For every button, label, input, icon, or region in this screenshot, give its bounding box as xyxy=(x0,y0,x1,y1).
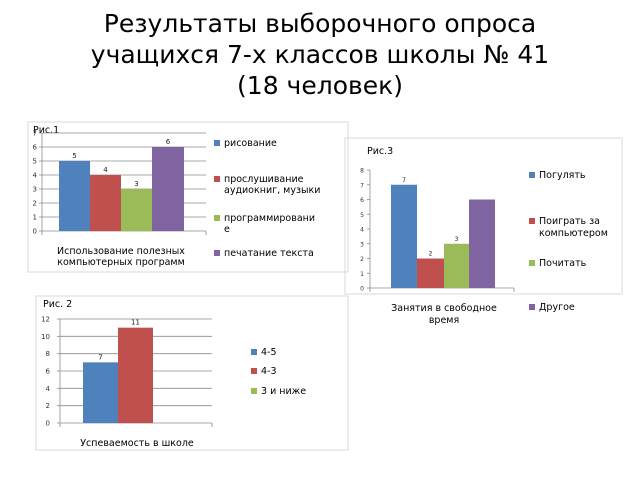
title-line-1: Результаты выборочного опроса xyxy=(103,9,537,38)
y-tick-label: 2 xyxy=(46,402,50,410)
x-axis-label: компьютерных программ xyxy=(57,257,185,268)
legend-swatch xyxy=(251,388,257,394)
chart-frame xyxy=(35,295,349,451)
legend-swatch xyxy=(529,304,535,310)
data-label: 2 xyxy=(429,251,433,258)
legend-swatch xyxy=(214,215,220,221)
y-tick-label: 8 xyxy=(46,350,50,358)
legend-label: рисование xyxy=(224,138,277,149)
legend-label: Поиграть за xyxy=(539,216,600,227)
chart-frame xyxy=(27,121,349,273)
y-tick-label: 0 xyxy=(46,420,50,428)
legend-swatch xyxy=(529,172,535,178)
y-tick-label: 2 xyxy=(360,256,364,263)
y-tick-label: 7 xyxy=(360,182,364,189)
y-tick-label: 0 xyxy=(360,286,364,293)
y-tick-label: 4 xyxy=(46,385,51,393)
x-axis-label: Успеваемость в школе xyxy=(80,438,194,449)
legend-label: е xyxy=(224,224,230,235)
bar xyxy=(417,258,444,288)
y-tick-label: 5 xyxy=(360,212,364,219)
data-label: 4 xyxy=(103,166,108,174)
data-label: 7 xyxy=(98,353,102,361)
title-line-3: (18 человек) xyxy=(237,71,403,100)
chart-frame xyxy=(344,137,623,295)
legend-swatch xyxy=(214,176,220,182)
legend-label: 3 и ниже xyxy=(261,386,306,397)
y-tick-label: 3 xyxy=(360,241,364,248)
legend-label: Погулять xyxy=(539,170,586,181)
legend-swatch xyxy=(251,368,257,374)
data-label: 6 xyxy=(166,138,171,146)
bar xyxy=(90,175,121,231)
y-tick-label: 1 xyxy=(33,214,37,222)
y-tick-label: 6 xyxy=(360,197,364,204)
legend-label: печатание текста xyxy=(224,248,314,259)
slide-title: Результаты выборочного опроса учащихся 7… xyxy=(0,8,640,101)
y-tick-label: 10 xyxy=(41,333,50,341)
legend-label: Почитать xyxy=(539,258,587,269)
legend-label: компьютером xyxy=(539,228,608,239)
y-tick-label: 6 xyxy=(46,368,51,376)
bar xyxy=(444,243,469,288)
y-tick-label: 3 xyxy=(33,186,37,194)
y-tick-label: 1 xyxy=(360,271,364,278)
bar xyxy=(118,327,153,423)
legend-label: программировани xyxy=(224,213,315,224)
y-tick-label: 2 xyxy=(33,200,37,208)
x-axis-label: Занятия в свободное xyxy=(391,303,497,314)
legend-label: аудиокниг, музыки xyxy=(224,185,320,196)
legend-swatch xyxy=(529,218,535,224)
title-line-2: учащихся 7-х классов школы № 41 xyxy=(90,40,550,69)
legend-label: 4-3 xyxy=(261,366,277,377)
data-label: 5 xyxy=(72,152,76,160)
x-axis-label: время xyxy=(429,315,459,326)
legend-swatch xyxy=(214,140,220,146)
figure-label: Рис.1 xyxy=(33,125,59,136)
x-axis-label: Использование полезных xyxy=(57,246,185,257)
bar xyxy=(152,147,184,231)
legend-swatch xyxy=(529,260,535,266)
figure-label: Рис. 2 xyxy=(43,299,72,310)
bar xyxy=(121,189,152,231)
y-tick-label: 7 xyxy=(33,130,37,138)
legend-swatch xyxy=(251,349,257,355)
data-label: 7 xyxy=(402,177,406,184)
data-label: 3 xyxy=(134,180,138,188)
y-tick-label: 5 xyxy=(33,158,37,166)
y-tick-label: 12 xyxy=(41,316,50,324)
y-tick-label: 0 xyxy=(33,228,37,236)
bar xyxy=(83,362,118,423)
data-label: 11 xyxy=(131,319,140,327)
legend-label: 4-5 xyxy=(261,347,277,358)
y-tick-label: 8 xyxy=(360,168,364,175)
data-label: 3 xyxy=(455,236,459,243)
bar xyxy=(469,199,495,288)
bar xyxy=(391,184,417,288)
legend-swatch xyxy=(214,250,220,256)
y-tick-label: 4 xyxy=(33,172,38,180)
y-tick-label: 4 xyxy=(360,227,364,234)
y-tick-label: 6 xyxy=(33,144,38,152)
bar xyxy=(59,161,90,231)
legend-label: прослушивание xyxy=(224,174,304,185)
figure-label: Рис.3 xyxy=(367,146,393,157)
legend-label: Другое xyxy=(539,302,575,313)
